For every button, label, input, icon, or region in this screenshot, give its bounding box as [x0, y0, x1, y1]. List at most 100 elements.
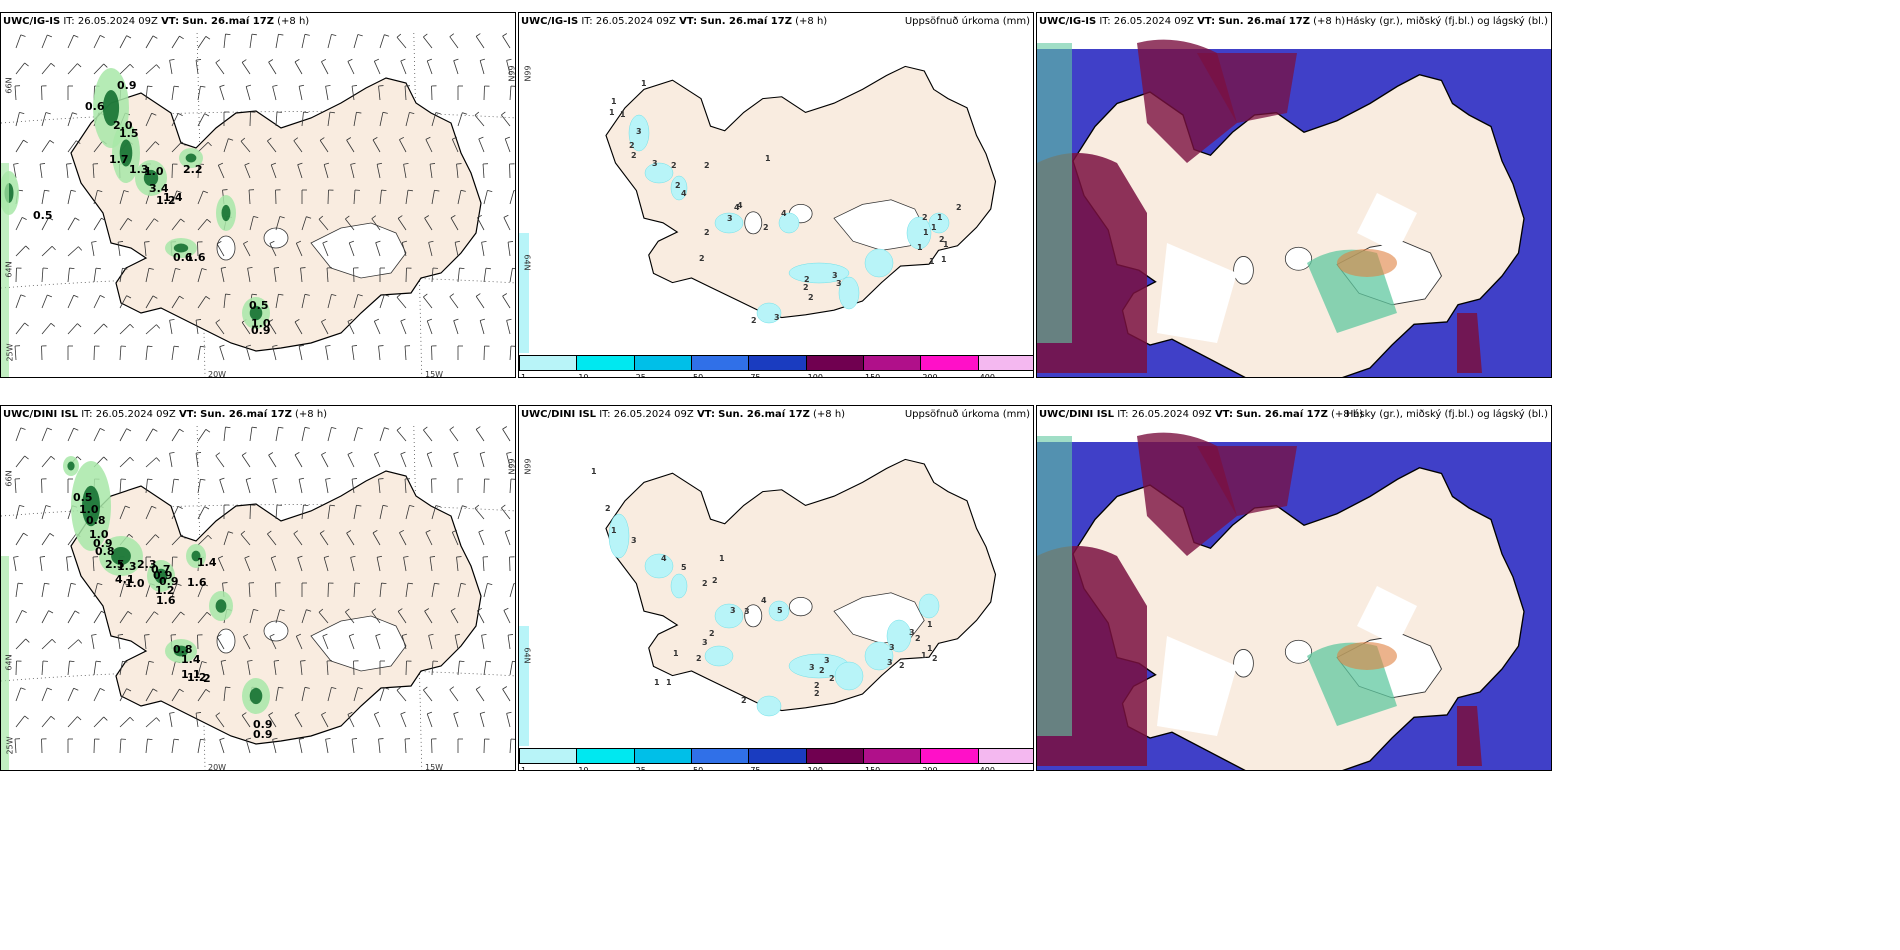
- wind-barb: [319, 140, 329, 153]
- colorbar-swatch: [519, 748, 578, 764]
- wind-barb: [93, 217, 102, 231]
- wind-barb: [371, 218, 381, 231]
- precip-value-label: 1.6: [186, 251, 206, 264]
- accum-value-label: 4: [737, 201, 743, 210]
- wind-barb: [67, 246, 79, 257]
- accum-areas: [608, 513, 940, 717]
- wind-barb: [67, 688, 75, 702]
- wind-barb: [41, 112, 47, 127]
- langjokull-glacier: [788, 597, 813, 617]
- hofsjokull-glacier: [216, 628, 236, 654]
- precip-value-label: 2.2: [183, 163, 203, 176]
- wind-barb: [450, 217, 459, 231]
- wind-barb: [502, 688, 511, 702]
- wind-barb: [275, 34, 279, 49]
- lead-time: (+8 h): [295, 409, 328, 420]
- model-name: UWC/DINI ISL: [1039, 409, 1115, 420]
- wind-barb: [375, 635, 381, 650]
- accum-value-label: 2: [804, 275, 810, 284]
- wind-barb: [323, 164, 329, 179]
- wind-barb: [145, 661, 150, 676]
- wind-barb: [268, 321, 277, 335]
- accum-area: [906, 216, 932, 250]
- accum-precip-map: [519, 13, 1033, 377]
- wind-barb: [171, 113, 179, 127]
- wind-barb: [399, 139, 407, 153]
- colorbar-swatch: [691, 748, 750, 764]
- accum-area: [928, 212, 950, 234]
- wind-barb: [171, 611, 181, 624]
- wind-barb: [197, 141, 209, 153]
- panel-header: UWC/IG-IS IT: 26.05.2024 09Z VT: Sun. 26…: [1039, 16, 1345, 27]
- wind-barb: [301, 112, 304, 127]
- precip-value-label: 0.6: [85, 100, 105, 113]
- wind-barb: [481, 242, 485, 257]
- wind-barb: [272, 86, 277, 101]
- wind-barb: [431, 583, 435, 598]
- wind-barb: [453, 453, 459, 468]
- precip-wind-map: [1, 406, 515, 770]
- wind-barb: [119, 479, 122, 494]
- wind-barb: [483, 583, 488, 598]
- wind-barb: [93, 63, 105, 75]
- wind-barb: [501, 507, 511, 520]
- wind-barb: [270, 164, 277, 179]
- clear-sky-area: [1357, 193, 1417, 253]
- wind-barb: [275, 427, 279, 442]
- accum-value-label: 3: [824, 656, 830, 665]
- wind-barb: [275, 294, 279, 309]
- panel-header: UWC/IG-IS IT: 26.05.2024 09Z VT: Sun. 26…: [521, 16, 827, 27]
- wind-barb: [509, 479, 512, 494]
- clear-sky-area: [1357, 586, 1417, 646]
- precip-value-label: 1.0: [89, 528, 109, 541]
- wind-barb: [268, 61, 277, 75]
- wind-barb: [326, 268, 329, 283]
- lon-15-label: 15W: [425, 763, 444, 771]
- accum-value-label: 2: [696, 654, 702, 663]
- wind-barb: [300, 268, 303, 283]
- wind-barb: [13, 557, 17, 572]
- colorbar-swatch: [576, 355, 635, 371]
- precip-value-label: 1.3: [117, 560, 137, 573]
- accum-value-label: 3: [836, 279, 842, 288]
- wind-barb: [41, 610, 49, 624]
- accum-value-label: 1: [943, 240, 949, 249]
- wind-barb: [41, 583, 45, 598]
- wind-barb: [241, 322, 251, 335]
- accum-value-label: 4: [734, 203, 740, 212]
- valid-time: Sun. 26.maí 17Z: [182, 16, 274, 27]
- wind-barb: [431, 661, 434, 676]
- lat-66-label: 66N: [522, 65, 532, 82]
- wind-barb: [502, 35, 511, 49]
- wind-barb: [117, 635, 121, 650]
- hofsjokull-glacier: [744, 211, 763, 235]
- colorbar-tick-label: 10: [578, 766, 589, 771]
- colorbar-swatch: [920, 748, 979, 764]
- wind-barb: [66, 164, 69, 179]
- wind-barb: [325, 739, 329, 754]
- init-time: IT: 26.05.2024 09Z: [581, 16, 676, 27]
- wind-barb: [41, 533, 51, 546]
- panel-header: UWC/DINI ISL IT: 26.05.2024 09Z VT: Sun.…: [521, 409, 845, 420]
- wind-barb: [215, 715, 225, 728]
- accum-value-label: 4: [661, 554, 667, 563]
- model-name: UWC/DINI ISL: [3, 409, 79, 420]
- wind-barb: [301, 216, 307, 231]
- accum-area: [886, 619, 912, 653]
- precip-value-label: 1.1: [181, 668, 201, 681]
- lead-time: (+8 h): [277, 16, 310, 27]
- valid-time-label: VT:: [1197, 16, 1216, 27]
- wind-barb: [403, 164, 407, 179]
- precip-wind-panel: 0.5 1.0 0.8 1.0 0.9 0.8 2.5 1.3 2.3 4.1 0.9 0.7 1.0 0…: [0, 405, 516, 771]
- accum-value-label: 1: [591, 467, 597, 476]
- precip-value-label: 0.8: [86, 514, 106, 527]
- wind-barb: [404, 739, 407, 754]
- wind-barb: [145, 64, 157, 75]
- wind-barb: [217, 558, 225, 572]
- wind-barb: [240, 141, 251, 153]
- wind-barb: [405, 505, 410, 520]
- accum-value-label: 1: [765, 154, 771, 163]
- accum-area: [704, 645, 734, 667]
- wind-barb: [503, 217, 511, 231]
- wind-barb: [449, 36, 459, 49]
